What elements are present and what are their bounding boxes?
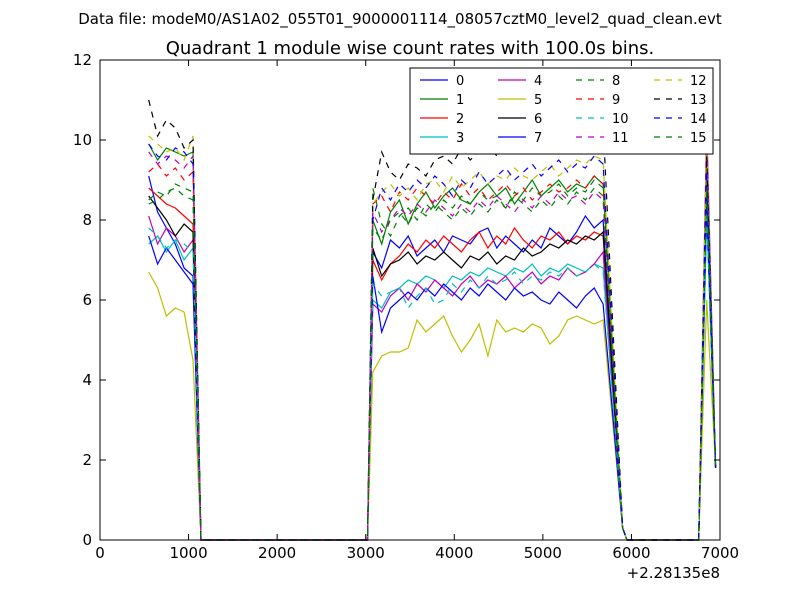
y-tick-label: 4 bbox=[82, 371, 92, 389]
x-tick-label: 3000 bbox=[347, 544, 385, 562]
y-tick-label: 6 bbox=[82, 291, 92, 309]
legend-label-1: 1 bbox=[456, 93, 464, 108]
y-tick-label: 2 bbox=[82, 451, 92, 469]
x-tick-label: 0 bbox=[95, 544, 105, 562]
chart-title: Quadrant 1 module wise count rates with … bbox=[166, 38, 655, 59]
plot-area bbox=[99, 59, 721, 541]
data-file-label: Data file: modeM0/AS1A02_055T01_90000011… bbox=[78, 10, 722, 29]
y-tick-label: 12 bbox=[73, 51, 92, 69]
legend-label-9: 9 bbox=[612, 93, 620, 108]
legend-label-12: 12 bbox=[690, 74, 707, 89]
legend-label-14: 14 bbox=[690, 112, 707, 127]
series-line-15 bbox=[148, 183, 717, 541]
x-offset-label: +2.28135e8 bbox=[627, 564, 720, 582]
y-tick-label: 0 bbox=[82, 531, 92, 549]
x-tick-label: 1000 bbox=[169, 544, 207, 562]
legend-label-11: 11 bbox=[612, 131, 629, 146]
legend-label-4: 4 bbox=[534, 74, 542, 89]
y-tick-label: 10 bbox=[73, 131, 92, 149]
legend-label-0: 0 bbox=[456, 74, 464, 89]
legend-label-2: 2 bbox=[456, 112, 464, 127]
x-tick-label: 5000 bbox=[524, 544, 562, 562]
x-tick-label: 6000 bbox=[612, 544, 650, 562]
x-tick-label: 4000 bbox=[435, 544, 473, 562]
x-tick-label: 2000 bbox=[258, 544, 296, 562]
legend-label-13: 13 bbox=[690, 93, 707, 108]
legend-label-15: 15 bbox=[690, 131, 707, 146]
legend-label-10: 10 bbox=[612, 112, 629, 127]
series-line-11 bbox=[148, 143, 717, 541]
legend-label-5: 5 bbox=[534, 93, 542, 108]
legend-label-6: 6 bbox=[534, 112, 542, 127]
x-axis: 0 1000 2000 3000 4000 5000 6000 7000 bbox=[95, 60, 739, 562]
legend-label-8: 8 bbox=[612, 74, 620, 89]
legend-label-7: 7 bbox=[534, 131, 542, 146]
y-tick-label: 8 bbox=[82, 211, 92, 229]
legend-box bbox=[409, 67, 714, 155]
legend-label-3: 3 bbox=[456, 131, 464, 146]
x-tick-label: 7000 bbox=[701, 544, 739, 562]
